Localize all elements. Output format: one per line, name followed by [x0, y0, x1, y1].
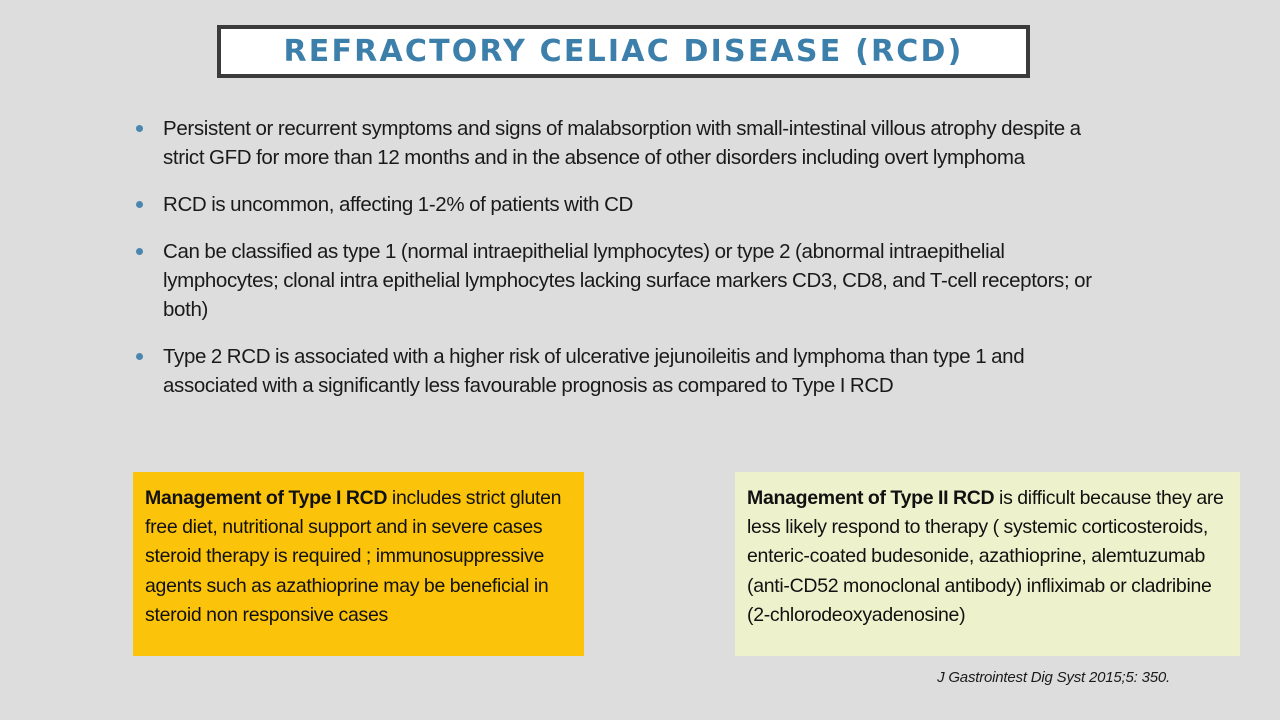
callout-box-type-2: Management of Type II RCD is difficult b… — [735, 472, 1240, 656]
slide-title-box: Refractory Celiac Disease (RCD) — [217, 25, 1030, 78]
callout-heading-type-1: Management of Type I RCD — [145, 487, 388, 509]
callout-body-type-1: includes strict gluten free diet, nutrit… — [145, 487, 562, 626]
list-item: Can be classified as type 1 (normal intr… — [136, 237, 1096, 324]
bullet-text: RCD is uncommon, affecting 1-2% of patie… — [163, 193, 633, 216]
bullet-dot-icon — [136, 201, 143, 208]
page-title: Refractory Celiac Disease (RCD) — [283, 34, 964, 69]
bullet-text: Persistent or recurrent symptoms and sig… — [163, 117, 1081, 169]
bullet-text: Can be classified as type 1 (normal intr… — [163, 240, 1092, 321]
bullet-dot-icon — [136, 248, 143, 255]
citation-reference: J Gastrointest Dig Syst 2015;5: 350. — [937, 669, 1170, 686]
bullet-dot-icon — [136, 125, 143, 132]
callout-body-type-2: is difficult because they are less likel… — [747, 487, 1224, 626]
callout-heading-type-2: Management of Type II RCD — [747, 487, 995, 509]
callout-box-type-1: Management of Type I RCD includes strict… — [133, 472, 584, 656]
bullet-list: Persistent or recurrent symptoms and sig… — [136, 114, 1096, 418]
bullet-dot-icon — [136, 353, 143, 360]
list-item: Type 2 RCD is associated with a higher r… — [136, 342, 1096, 400]
list-item: RCD is uncommon, affecting 1-2% of patie… — [136, 190, 1096, 219]
list-item: Persistent or recurrent symptoms and sig… — [136, 114, 1096, 172]
bullet-text: Type 2 RCD is associated with a higher r… — [163, 345, 1025, 397]
